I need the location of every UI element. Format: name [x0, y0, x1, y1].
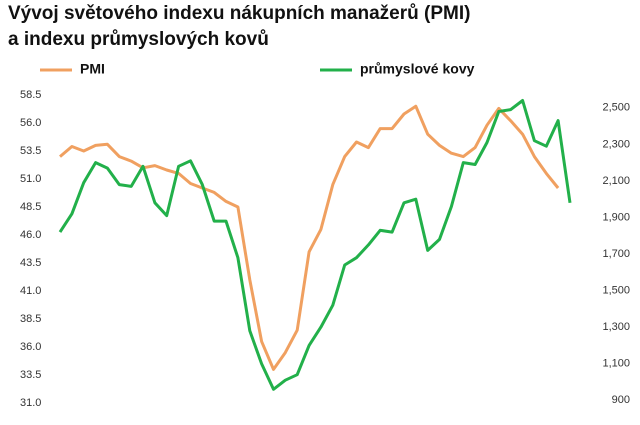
- y-tick-label: 51.0: [20, 173, 41, 185]
- y2-tick-label: 2,500: [602, 102, 630, 114]
- y-tick-label: 48.5: [20, 201, 41, 213]
- y2-tick-label: 2,300: [602, 138, 630, 150]
- y-tick-label: 36.0: [20, 341, 41, 353]
- y-tick-label: 38.5: [20, 313, 41, 325]
- chart-title: Vývoj světového indexu nákupních manažer…: [8, 3, 470, 24]
- chart-subtitle: a indexu průmyslových kovů: [8, 29, 269, 50]
- y-tick-label: 31.0: [20, 397, 41, 409]
- y2-tick-label: 1,500: [602, 284, 630, 296]
- y-tick-label: 58.5: [20, 89, 41, 101]
- series-line: [59, 104, 560, 371]
- y-tick-label: 33.5: [20, 369, 41, 381]
- y-tick-label: 43.5: [20, 257, 41, 269]
- y-tick-label: 53.5: [20, 145, 41, 157]
- y2-tick-label: 1,300: [602, 321, 630, 333]
- y-tick-label: 41.0: [20, 285, 41, 297]
- y2-tick-label: 900: [612, 394, 630, 406]
- y2-tick-label: 1,900: [602, 211, 630, 223]
- y-tick-label: 46.0: [20, 229, 41, 241]
- y2-tick-label: 1,700: [602, 248, 630, 260]
- y2-tick-label: 2,100: [602, 175, 630, 187]
- legend-label: PMI: [80, 61, 105, 77]
- legend-label: průmyslové kovy: [360, 61, 475, 77]
- y2-tick-label: 1,100: [602, 358, 630, 370]
- series-line: [58, 99, 572, 391]
- y-tick-label: 56.0: [20, 117, 41, 129]
